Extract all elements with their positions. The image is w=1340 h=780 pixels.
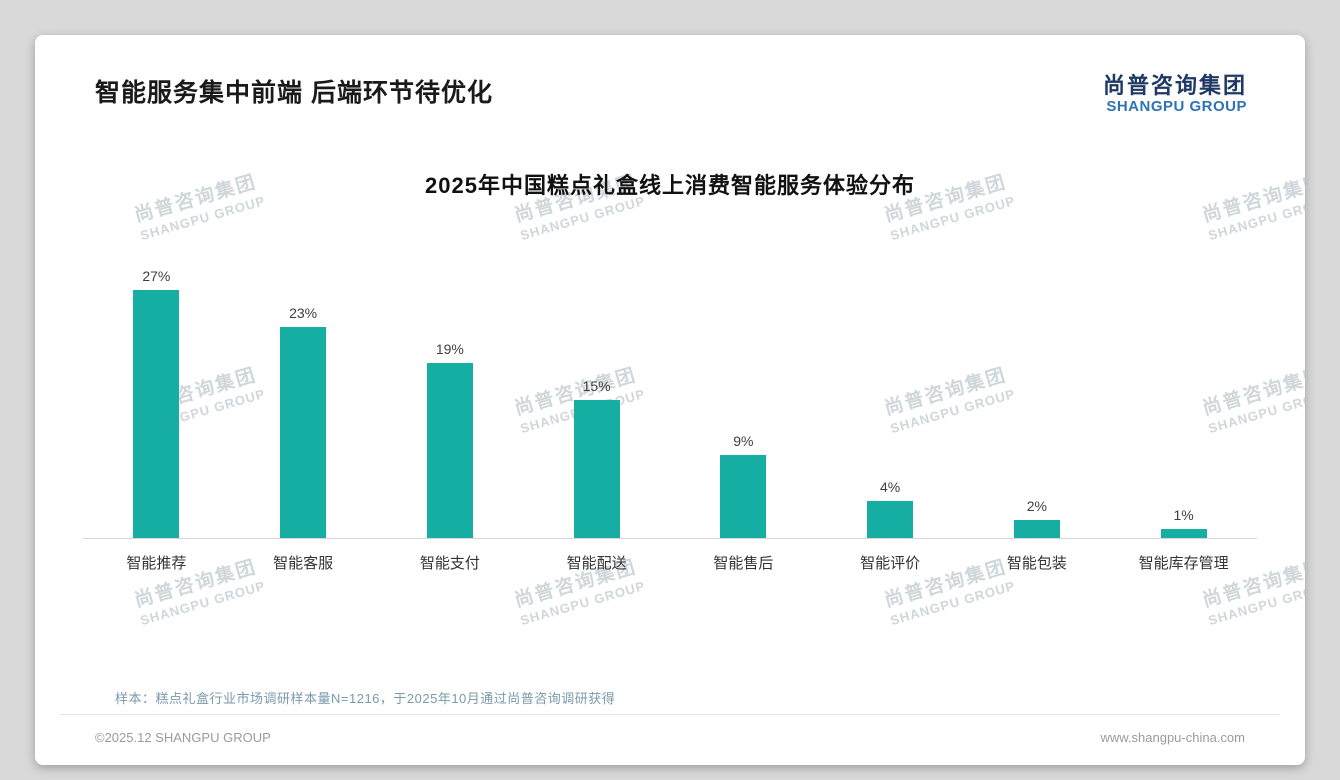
x-axis-label: 智能包装	[1006, 554, 1067, 572]
chart-title: 2025年中国糕点礼盒线上消费智能服务体验分布	[425, 172, 915, 198]
x-axis-label: 智能库存管理	[1138, 554, 1229, 572]
company-logo: 尚普咨询集团 SHANGPU GROUP	[1103, 73, 1247, 116]
bar-column: 27%	[83, 268, 230, 538]
x-axis-label: 智能推荐	[126, 554, 187, 572]
sample-footnote: 样本：糕点礼盒行业市场调研样本量N=1216，于2025年10月通过尚普咨询调研…	[115, 691, 616, 706]
bar-column: 4%	[817, 479, 964, 538]
plot: 27% 23% 19% 15% 9% 4% 2% 1%	[83, 268, 1257, 539]
bar-column: 2%	[964, 498, 1111, 538]
bar	[867, 500, 914, 538]
bar-value-label: 2%	[1026, 497, 1047, 514]
bar-value-label: 1%	[1173, 506, 1194, 523]
x-axis: 智能推荐 智能客服 智能支付 智能配送 智能售后 智能评价 智能包装 智能库存管理	[83, 539, 1257, 573]
x-axis-label: 智能评价	[860, 554, 921, 572]
x-axis-label: 智能售后	[713, 554, 774, 572]
bar-column: 9%	[670, 433, 817, 538]
bar	[133, 289, 180, 538]
x-axis-label: 智能支付	[419, 554, 480, 572]
bar	[573, 399, 620, 538]
bar-value-label: 23%	[289, 304, 318, 321]
logo-english-text: SHANGPU GROUP	[1106, 98, 1247, 116]
bar-value-label: 9%	[733, 432, 754, 449]
bar-column: 19%	[377, 341, 524, 538]
bar	[1160, 528, 1207, 538]
bar-value-label: 19%	[435, 340, 464, 357]
logo-chinese-text: 尚普咨询集团	[1102, 73, 1247, 98]
bar-column: 15%	[523, 378, 670, 538]
bar-value-label: 15%	[582, 377, 611, 394]
footer: ©2025.12 SHANGPU GROUP www.shangpu-china…	[95, 730, 1245, 745]
bar	[720, 454, 767, 538]
page-title: 智能服务集中前端 后端环节待优化	[95, 79, 493, 107]
bar-column: 1%	[1110, 507, 1257, 538]
x-axis-label: 智能客服	[273, 554, 334, 572]
bar	[280, 326, 327, 538]
footer-divider	[60, 714, 1280, 715]
x-axis-label: 智能配送	[566, 554, 627, 572]
bar	[1013, 519, 1060, 538]
header: 智能服务集中前端 后端环节待优化 尚普咨询集团 SHANGPU GROUP	[35, 35, 1305, 116]
website-url: www.shangpu-china.com	[1100, 730, 1245, 745]
bar-value-label: 27%	[142, 267, 171, 284]
slide-card: 尚普咨询集团 SHANGPU GROUP 尚普咨询集团 SHANGPU GROUP 尚普…	[35, 35, 1305, 765]
bar	[426, 362, 473, 538]
copyright-text: ©2025.12 SHANGPU GROUP	[95, 730, 271, 745]
bar-column: 23%	[230, 305, 377, 538]
bar-value-label: 4%	[880, 478, 901, 495]
